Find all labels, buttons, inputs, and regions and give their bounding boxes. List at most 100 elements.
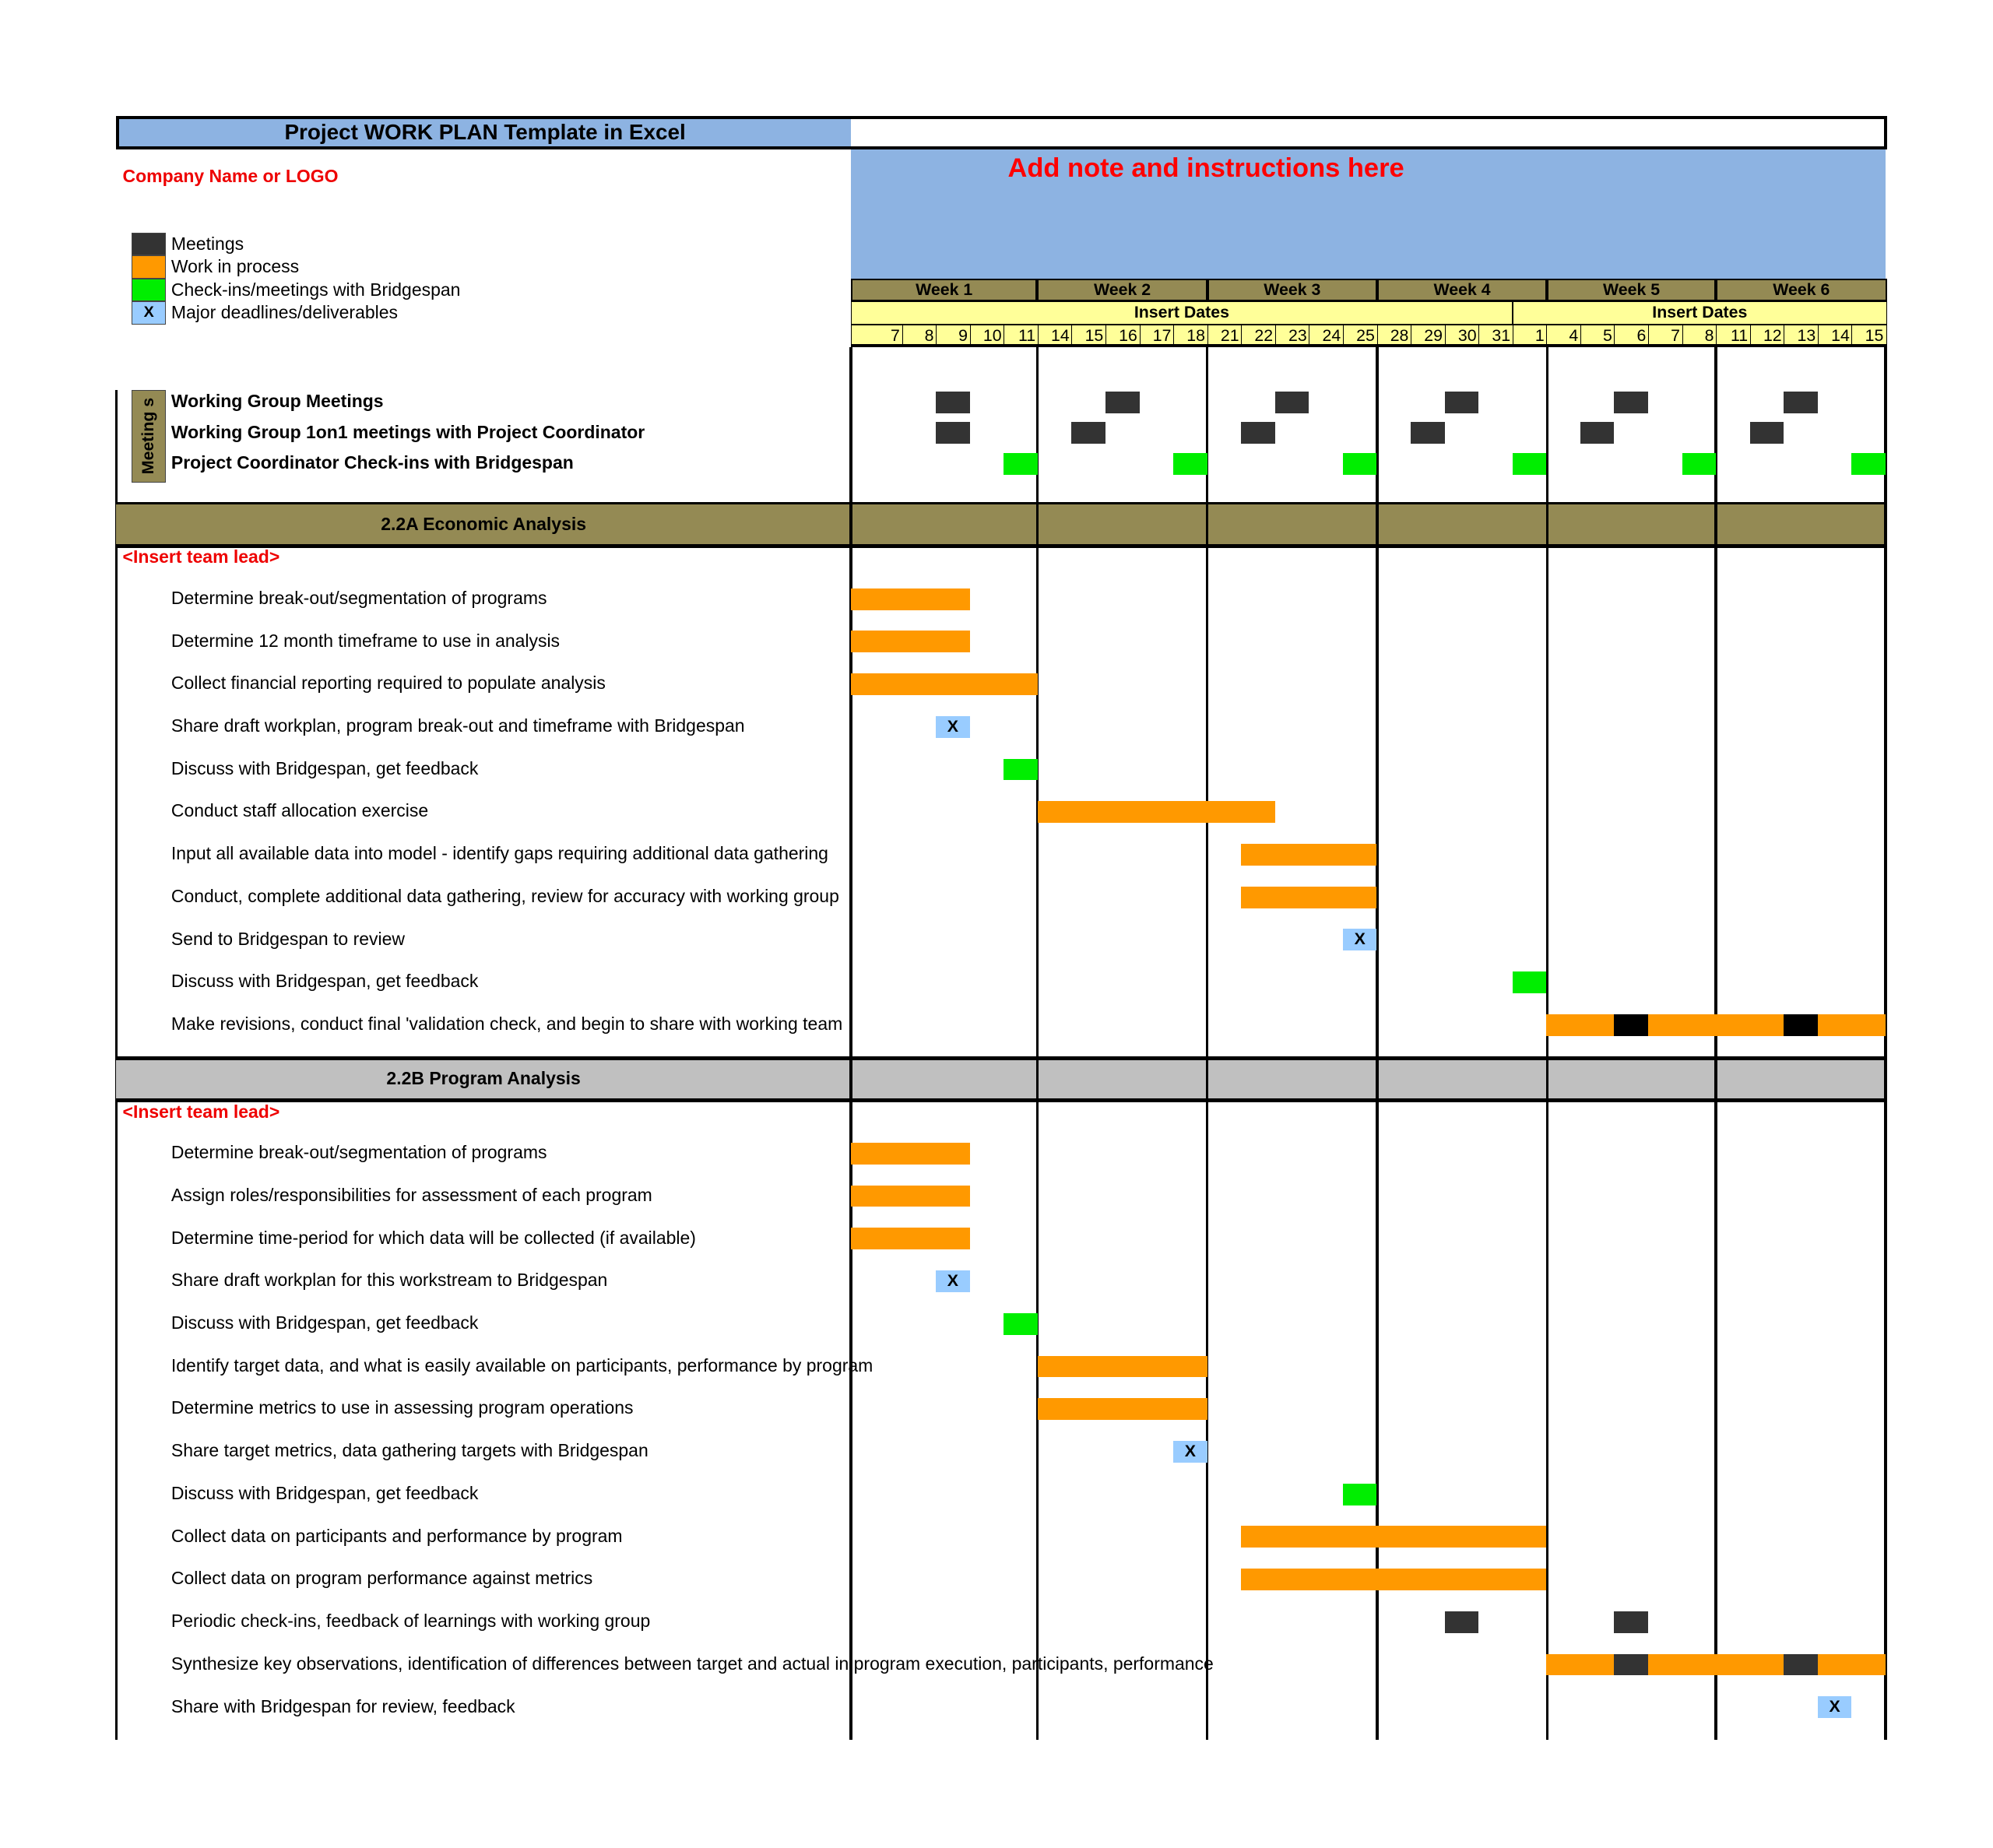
gantt-bar-checkin[interactable] <box>1342 1483 1377 1505</box>
gantt-bar-deadline[interactable]: X <box>1817 1696 1852 1719</box>
day-cell[interactable]: 23 <box>1274 324 1310 348</box>
day-cell[interactable]: 11 <box>1716 324 1752 348</box>
gantt-bar-deadline[interactable]: X <box>1342 929 1377 951</box>
gantt-bar-checkin[interactable] <box>1004 1312 1038 1335</box>
gantt-bar-work[interactable] <box>1546 1014 1886 1036</box>
day-cell[interactable]: 8 <box>1682 324 1717 348</box>
gantt-bar-checkin[interactable] <box>1512 971 1547 994</box>
day-cell[interactable]: 12 <box>1749 324 1785 348</box>
insert-dates-cell[interactable]: Insert Dates <box>850 301 1513 325</box>
gantt-bar-meeting[interactable] <box>1614 1611 1649 1633</box>
gantt-bar-meeting[interactable] <box>1105 391 1140 413</box>
legend-label-deadline: Major deadlines/deliverables <box>170 302 398 323</box>
gantt-bar-work[interactable] <box>850 1142 970 1165</box>
notes-text[interactable]: Add note and instructions here <box>1007 153 1404 183</box>
day-cell[interactable]: 7 <box>850 324 904 348</box>
gantt-bar-checkin[interactable] <box>1851 452 1886 475</box>
gantt-bar-work[interactable] <box>850 631 970 653</box>
week-divider <box>1545 1059 1548 1101</box>
gantt-bar-meeting[interactable] <box>1749 422 1784 444</box>
gantt-bar-meeting[interactable] <box>1241 422 1275 444</box>
day-cell[interactable]: 30 <box>1444 324 1480 348</box>
day-cell[interactable]: 11 <box>1004 324 1039 348</box>
day-cell[interactable]: 8 <box>902 324 937 348</box>
day-cell[interactable]: 18 <box>1173 324 1209 348</box>
gantt-bar-meeting[interactable] <box>1274 391 1309 413</box>
gantt-bar-work[interactable] <box>850 673 1038 696</box>
task-label: Conduct, complete additional data gather… <box>170 885 839 906</box>
gantt-bar-meeting[interactable] <box>1784 1653 1818 1676</box>
gantt-bar-work[interactable] <box>1037 1355 1207 1378</box>
gantt-bar-checkin[interactable] <box>1342 452 1377 475</box>
gantt-bar-checkin[interactable] <box>1682 452 1717 475</box>
gantt-bar-work[interactable] <box>850 588 970 610</box>
day-cell[interactable]: 10 <box>969 324 1005 348</box>
gantt-bar-checkin[interactable] <box>1173 452 1207 475</box>
day-cell[interactable]: 14 <box>1037 324 1074 348</box>
day-cell[interactable]: 21 <box>1207 324 1243 348</box>
gantt-bar-meeting[interactable] <box>1614 1653 1649 1676</box>
week-divider <box>1884 347 1887 1741</box>
day-cell[interactable]: 5 <box>1580 324 1616 348</box>
day-cell[interactable]: 14 <box>1817 324 1854 348</box>
team-lead[interactable]: <Insert team lead> <box>122 546 280 567</box>
gantt-bar-work[interactable] <box>1241 1569 1547 1591</box>
day-cell[interactable]: 29 <box>1411 324 1446 348</box>
day-cell[interactable]: 28 <box>1376 324 1412 348</box>
day-cell[interactable]: 16 <box>1105 324 1141 348</box>
day-cell[interactable]: 9 <box>936 324 972 348</box>
gantt-bar-work[interactable] <box>1241 1526 1547 1548</box>
day-cell[interactable]: 24 <box>1309 324 1344 348</box>
week-divider <box>1206 1059 1209 1101</box>
gantt-bar-work[interactable] <box>850 1185 970 1207</box>
gantt-bar-meeting[interactable] <box>936 391 970 413</box>
gantt-bar-deadline[interactable]: X <box>936 715 970 738</box>
gantt-bar-work[interactable] <box>1037 1398 1207 1421</box>
day-cell[interactable]: 15 <box>1851 324 1887 348</box>
gantt-bar-work[interactable] <box>1241 844 1377 866</box>
day-cell[interactable]: 1 <box>1512 324 1548 348</box>
gantt-bar-work[interactable] <box>850 1228 970 1250</box>
gantt-bar-work[interactable] <box>1241 886 1377 908</box>
day-cell[interactable]: 7 <box>1648 324 1684 348</box>
day-cell[interactable]: 31 <box>1478 324 1514 348</box>
notes-area[interactable] <box>850 149 1886 279</box>
gantt-bar-work[interactable] <box>1037 801 1275 824</box>
gantt-bar-meeting[interactable] <box>1614 391 1649 413</box>
task-label: Collect data on program performance agai… <box>170 1568 593 1589</box>
gantt-bar-meeting[interactable] <box>1071 422 1105 444</box>
week-divider <box>1714 347 1717 1741</box>
gantt-bar-meeting[interactable] <box>1784 391 1818 413</box>
day-cell[interactable]: 15 <box>1071 324 1107 348</box>
gantt-bar-work[interactable] <box>1546 1653 1886 1676</box>
company-name[interactable]: Company Name or LOGO <box>122 166 339 187</box>
gantt-bar-meeting[interactable] <box>936 422 970 444</box>
meetings-group-text: Meeting s <box>139 398 158 475</box>
gantt-bar-deadline[interactable]: X <box>1173 1440 1207 1463</box>
week-divider <box>1545 504 1548 547</box>
legend-swatch-work <box>132 255 167 279</box>
insert-dates-cell[interactable]: Insert Dates <box>1512 301 1887 325</box>
gantt-bar-meeting[interactable] <box>1411 422 1445 444</box>
gantt-bar-meeting[interactable] <box>1444 391 1479 413</box>
gantt-bar-meeting_dark[interactable] <box>1614 1014 1649 1036</box>
day-cell[interactable]: 6 <box>1614 324 1650 348</box>
gantt-bar-meeting[interactable] <box>1580 422 1615 444</box>
team-lead[interactable]: <Insert team lead> <box>122 1101 280 1122</box>
task-label: Determine break-out/segmentation of prog… <box>170 1142 547 1163</box>
day-cell[interactable]: 4 <box>1546 324 1582 348</box>
gantt-bar-meeting[interactable] <box>1444 1611 1479 1633</box>
day-cell[interactable]: 13 <box>1784 324 1819 348</box>
gantt-bar-deadline[interactable]: X <box>936 1270 970 1292</box>
day-cell[interactable]: 17 <box>1139 324 1175 348</box>
week-divider <box>1884 1059 1887 1101</box>
week-divider <box>1545 347 1548 1741</box>
legend-label-meeting: Meetings <box>170 233 244 254</box>
gantt-bar-meeting_dark[interactable] <box>1784 1014 1818 1036</box>
gantt-bar-checkin[interactable] <box>1512 452 1547 475</box>
day-cell[interactable]: 25 <box>1342 324 1379 348</box>
week-divider <box>1884 504 1887 547</box>
gantt-bar-checkin[interactable] <box>1004 758 1038 781</box>
gantt-bar-checkin[interactable] <box>1004 452 1038 475</box>
day-cell[interactable]: 22 <box>1241 324 1277 348</box>
